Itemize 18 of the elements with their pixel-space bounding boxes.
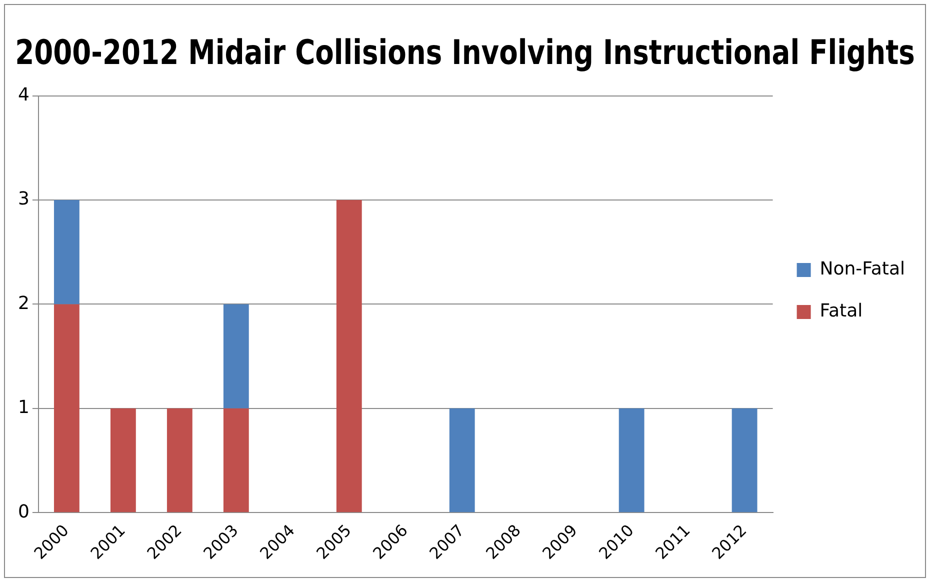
- y-tick-label: 4: [18, 84, 30, 106]
- bar: [449, 408, 475, 512]
- y-tick-label: 1: [18, 397, 30, 418]
- y-tick-label: 0: [18, 501, 30, 522]
- legend-label: Non-Fatal: [820, 258, 905, 280]
- bar: [223, 304, 249, 408]
- y-tick-label: 3: [18, 188, 30, 210]
- bar: [166, 408, 192, 512]
- legend-label: Fatal: [820, 300, 863, 322]
- bar: [732, 408, 758, 512]
- y-tick-label: 2: [18, 292, 30, 314]
- bar: [223, 408, 249, 512]
- bar: [110, 408, 136, 512]
- bar: [618, 408, 644, 512]
- bar: [54, 304, 80, 512]
- chart-title: 2000-2012 Midair Collisions Involving Instructional Flights: [15, 33, 915, 74]
- bar: [54, 200, 80, 304]
- bar: [336, 200, 362, 512]
